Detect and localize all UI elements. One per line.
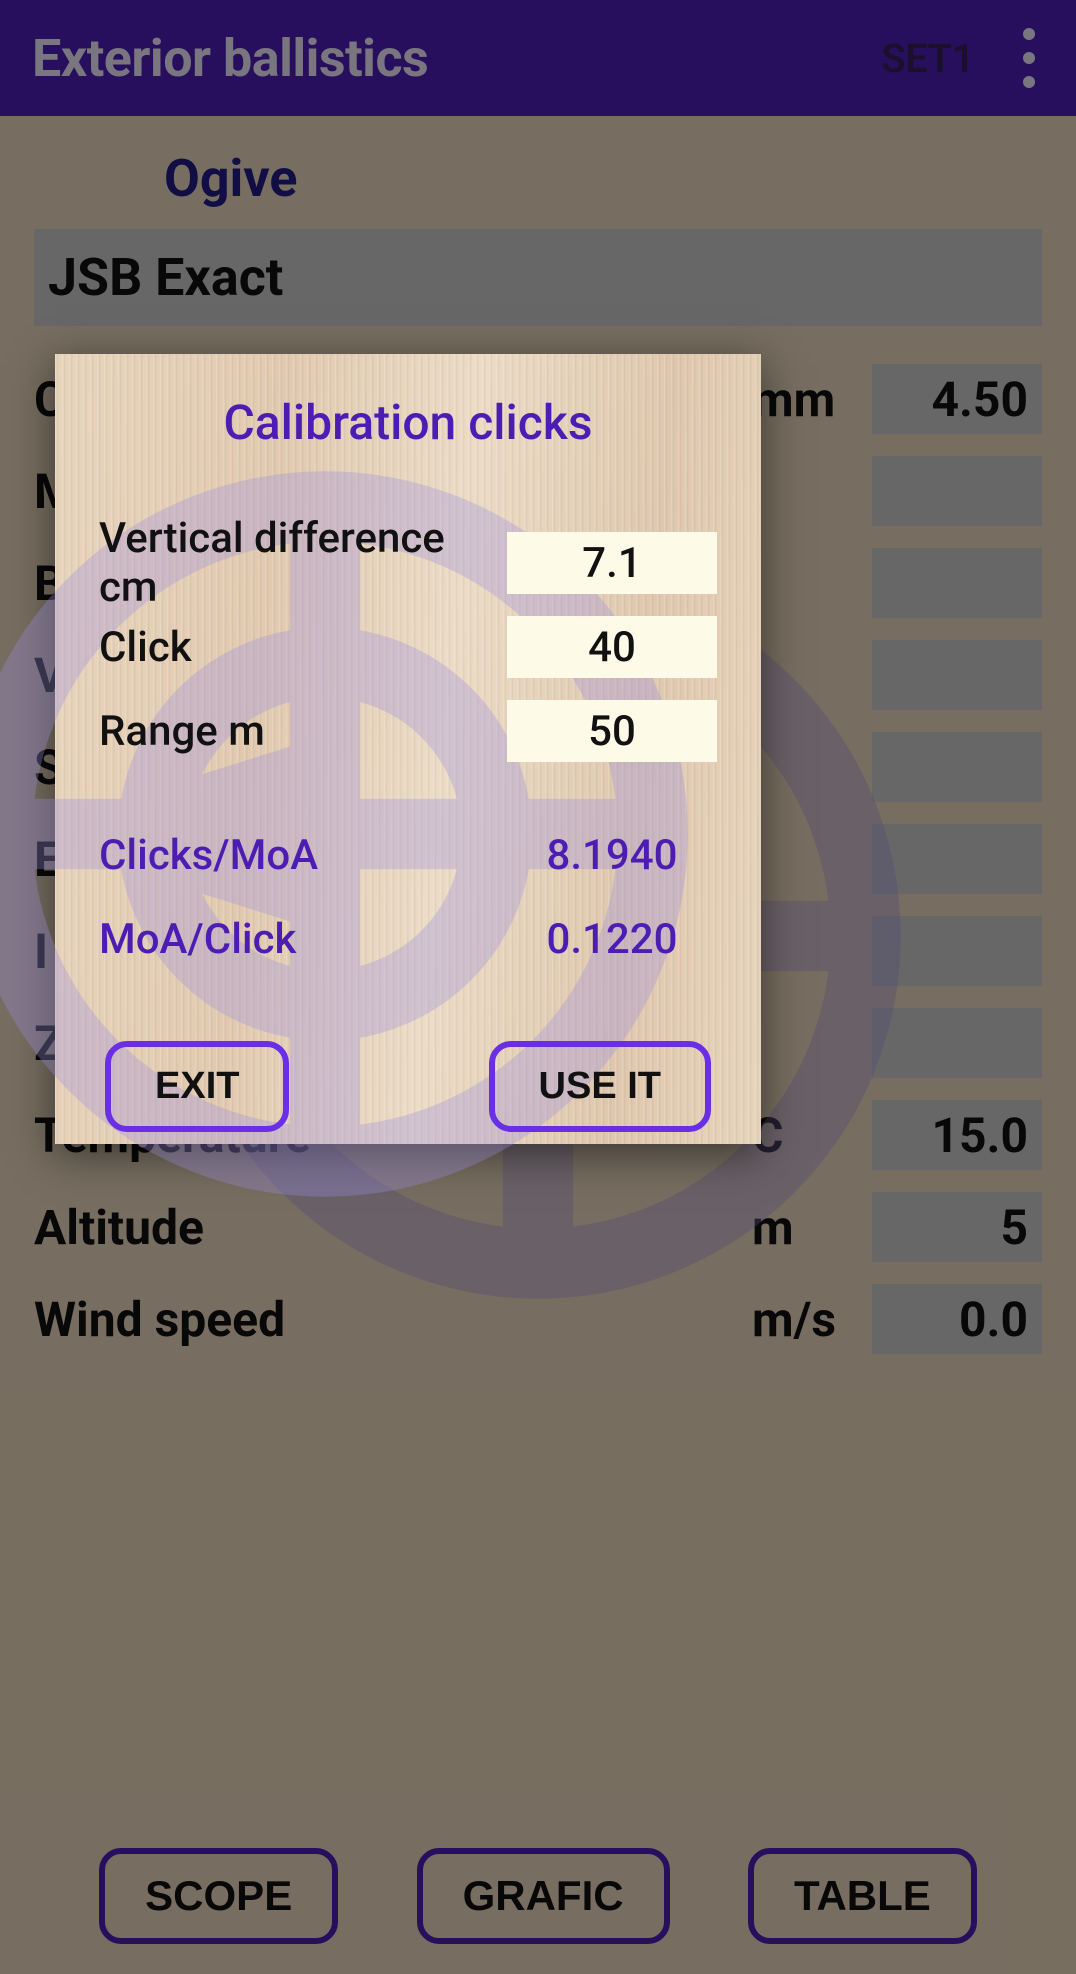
- moa-per-click-label: MoA/Click: [99, 915, 507, 964]
- moa-per-click-row: MoA/Click 0.1220: [99, 897, 717, 981]
- clicks-per-moa-value: 8.1940: [507, 831, 717, 880]
- clicks-per-moa-row: Clicks/MoA 8.1940: [99, 813, 717, 897]
- vertical-difference-row: Vertical difference cm: [99, 521, 717, 605]
- dialog-title: Calibration clicks: [99, 394, 717, 451]
- click-label: Click: [99, 623, 507, 672]
- click-row: Click: [99, 605, 717, 689]
- vertical-difference-input[interactable]: [507, 532, 717, 594]
- exit-button[interactable]: EXIT: [105, 1041, 289, 1132]
- use-it-button[interactable]: USE IT: [489, 1041, 711, 1132]
- calibration-dialog: Calibration clicks Vertical difference c…: [55, 354, 761, 1144]
- clicks-per-moa-label: Clicks/MoA: [99, 831, 507, 880]
- vertical-difference-label: Vertical difference cm: [99, 514, 507, 612]
- range-row: Range m: [99, 689, 717, 773]
- range-label: Range m: [99, 707, 507, 756]
- click-input[interactable]: [507, 616, 717, 678]
- range-input[interactable]: [507, 700, 717, 762]
- moa-per-click-value: 0.1220: [507, 915, 717, 964]
